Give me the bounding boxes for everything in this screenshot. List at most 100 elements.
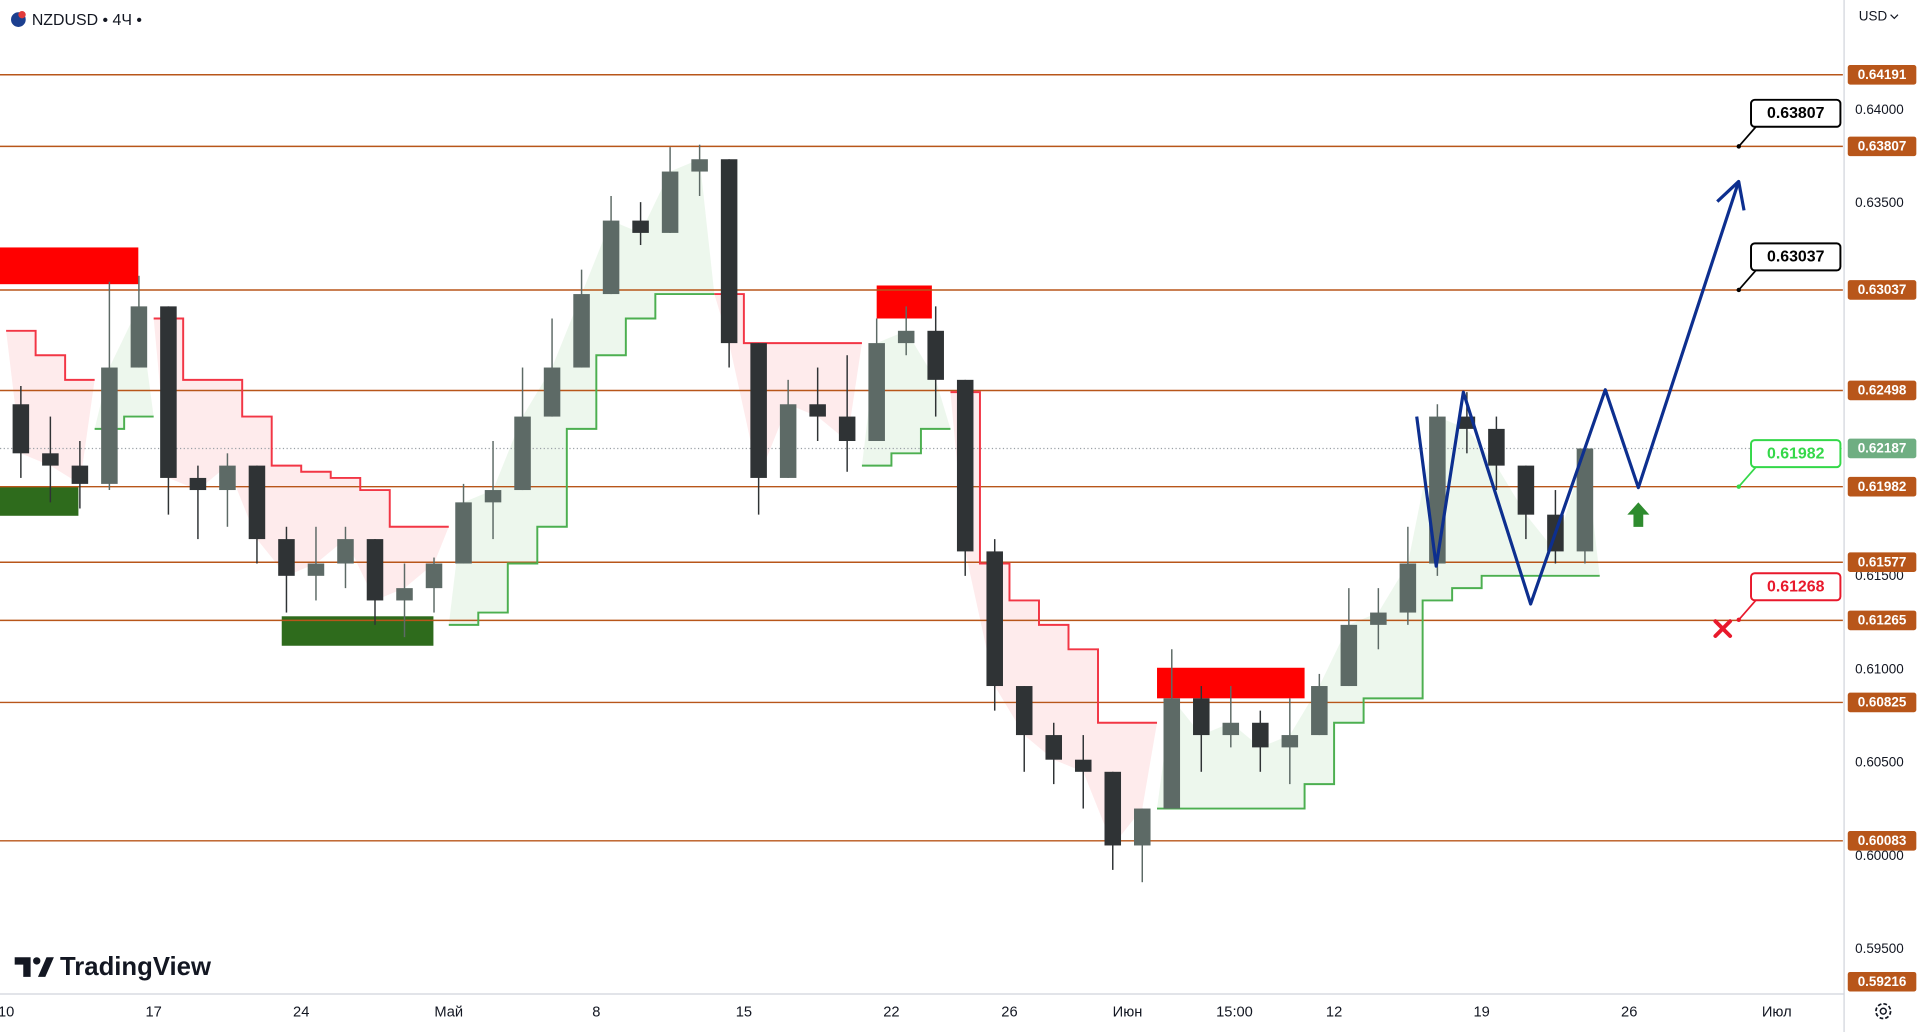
callout-anchor (1736, 484, 1741, 489)
zone (0, 486, 79, 516)
candle-body (455, 502, 472, 564)
stop-cross (1713, 619, 1733, 638)
last-price-box (1847, 438, 1917, 459)
x-tick-label: Июл (1762, 1004, 1792, 1020)
candle-body (71, 465, 89, 484)
candle-body (1252, 722, 1269, 748)
zone (281, 616, 434, 646)
candle-body (307, 563, 325, 576)
callout-label: 0.63037 (1767, 249, 1825, 266)
supertrend-line (6, 293, 1158, 724)
candle-body (1340, 624, 1358, 687)
separator: • (136, 12, 142, 29)
x-tick-label: Июн (1113, 1004, 1143, 1020)
interval: 4Ч (113, 12, 132, 29)
callout-box (1750, 572, 1842, 602)
callout-label: 0.61982 (1767, 445, 1825, 462)
candle-body (278, 539, 295, 576)
separator: • (103, 12, 109, 29)
candle-body (573, 294, 590, 368)
candle-body (396, 588, 413, 601)
candle-body (1576, 448, 1594, 552)
candle-body (248, 465, 266, 540)
logo-slash (37, 957, 54, 977)
candle-body (42, 453, 59, 466)
trend-layer (6, 293, 1600, 810)
candle-body (1074, 759, 1092, 772)
candle-body (1370, 612, 1387, 625)
projection-path (1415, 180, 1741, 606)
candle-body (750, 343, 767, 478)
currency-switch[interactable]: USD (1859, 9, 1899, 24)
level-label: 0.63807 (1858, 139, 1907, 154)
flag-icon-corner (18, 11, 26, 19)
buy-arrow (1627, 502, 1650, 527)
trend-fill (950, 392, 1158, 846)
callout-anchor (1736, 287, 1741, 293)
callout-box (1750, 242, 1842, 272)
candle-body (1517, 465, 1535, 515)
candle-body (1222, 722, 1240, 736)
candle-body (1104, 771, 1122, 846)
brand-logo[interactable]: TradingView (14, 953, 212, 981)
zone (0, 247, 139, 285)
y-tick-label: 0.60000 (1855, 848, 1904, 863)
candle-body (1311, 686, 1328, 736)
candle-body (602, 220, 620, 295)
x-tick-label: 10 (0, 1004, 14, 1020)
candle-body (956, 379, 974, 552)
candle-body (130, 306, 148, 368)
candle-body (632, 220, 649, 233)
level-label-box (1847, 476, 1917, 497)
level-label: 0.62498 (1858, 383, 1907, 398)
x-tick-label: 17 (145, 1004, 161, 1020)
level-label-box (1847, 830, 1917, 851)
candle-body (1193, 698, 1210, 736)
x-tick-label: 12 (1326, 1004, 1342, 1020)
candle-body (661, 171, 679, 233)
level-label-box (1847, 692, 1917, 713)
candle-body (425, 563, 443, 589)
gear-inner (1879, 1007, 1887, 1015)
logo-t (14, 957, 31, 977)
candle-body (1134, 808, 1151, 846)
callout-pointer (1738, 126, 1757, 147)
candle-body (337, 539, 354, 564)
x-tick-label: 26 (1621, 1004, 1637, 1020)
candle-body (101, 367, 118, 484)
candle-body (927, 330, 944, 380)
x-tick-label: 22 (883, 1004, 899, 1020)
settings-button[interactable] (1875, 1002, 1892, 1020)
level-label: 0.64191 (1858, 67, 1907, 82)
candle-body (484, 490, 502, 503)
symbol-header[interactable]: NZDUSD • 4Ч • (11, 11, 142, 29)
y-tick-label: 0.64000 (1855, 102, 1904, 117)
projection-arrowhead (1716, 179, 1746, 211)
drawing-layer: 0.63807 0.63037 0.61982 0.61268 (1415, 98, 1842, 638)
x-tick-label: 19 (1473, 1004, 1489, 1020)
callout-pointer (1738, 269, 1757, 291)
candle-body (1015, 686, 1033, 736)
symbol: NZDUSD (32, 12, 98, 29)
callout-anchor (1736, 617, 1741, 623)
x-tick-label: 26 (1001, 1004, 1017, 1020)
y-tick-label: 0.61000 (1855, 661, 1904, 676)
gear-outer (1875, 1002, 1892, 1020)
candle-layer (12, 144, 1594, 883)
candle-body (720, 159, 738, 344)
candle-body (838, 416, 856, 442)
candle-body (189, 477, 207, 491)
level-label-box (1847, 380, 1917, 401)
candle-body (219, 465, 236, 491)
level-label-box (1847, 64, 1917, 85)
candle-body (514, 416, 531, 491)
candle-body (1163, 698, 1181, 809)
callout-label: 0.63807 (1767, 105, 1825, 122)
level-label-box (1847, 136, 1917, 157)
level-layer (0, 74, 1843, 1004)
last-price-label: 0.62187 (1858, 441, 1907, 456)
trend-fill (153, 318, 449, 601)
candle-body (986, 551, 1003, 687)
